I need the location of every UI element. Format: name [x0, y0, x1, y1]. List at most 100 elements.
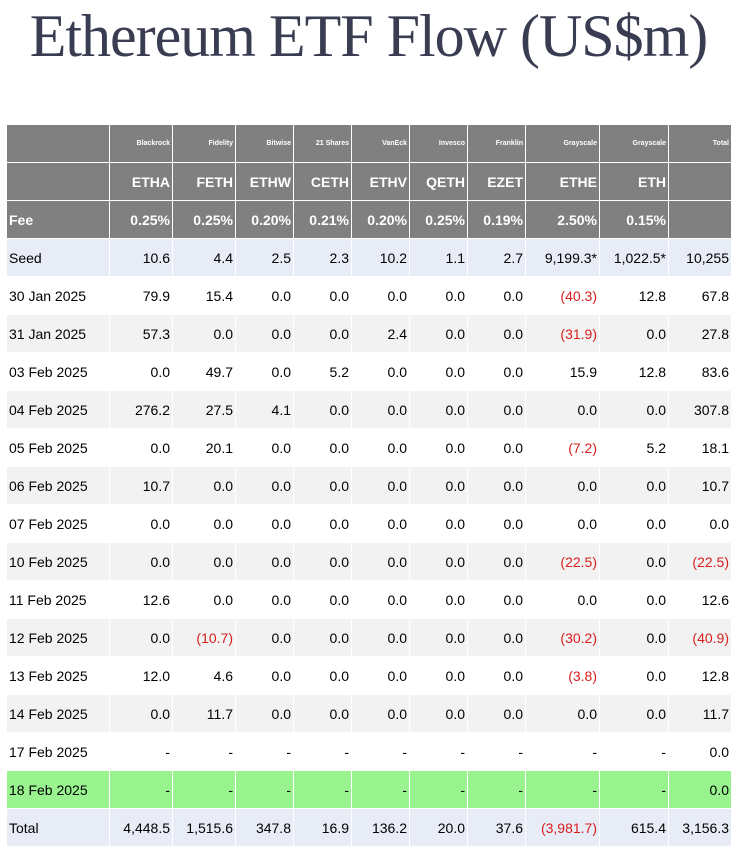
flow-cell: 0.0: [599, 618, 669, 657]
flow-cell: 1,515.6: [172, 808, 236, 847]
row-date: 11 Feb 2025: [6, 580, 110, 619]
flow-cell: 0.0: [409, 390, 468, 429]
fee-value: 0.20%: [351, 200, 410, 239]
flow-cell: 0.0: [599, 466, 669, 505]
row-total: 12.6: [668, 580, 732, 619]
flow-cell: 0.0: [293, 656, 352, 695]
flow-cell: 79.9: [109, 276, 173, 315]
flow-cell: 0.0: [409, 580, 468, 619]
table-row: 11 Feb 2025 12.6 0.0 0.0 0.0 0.0 0.0 0.0 0.0 0.0 1…: [6, 580, 732, 619]
flow-cell: 0.0: [467, 466, 526, 505]
table-body: Seed 10.6 4.4 2.5 2.3 10.2 1.1 2.7 9,199.3* 1,022…: [6, 238, 732, 847]
row-date: 12 Feb 2025: [6, 618, 110, 657]
fee-value: 0.20%: [235, 200, 294, 239]
flow-cell: 0.0: [293, 504, 352, 543]
flow-cell: 0.0: [409, 694, 468, 733]
table-row: 17 Feb 2025- - - - - - - - -0.0: [6, 732, 732, 771]
flow-cell: 0.0: [409, 618, 468, 657]
flow-cell: 37.6: [467, 808, 526, 847]
flow-cell: 0.0: [467, 542, 526, 581]
flow-cell: 15.9: [525, 352, 600, 391]
row-total: 10.7: [668, 466, 732, 505]
row-total: (40.9): [668, 618, 732, 657]
issuer-header: VanEck: [351, 124, 410, 163]
total-column-header: Total: [668, 124, 732, 163]
issuer-header: Grayscale: [599, 124, 669, 163]
flow-cell: 0.0: [172, 580, 236, 619]
flow-cell: 0.0: [467, 390, 526, 429]
ticker-header: ETHA: [109, 162, 173, 201]
issuer-header: 21 Shares: [293, 124, 352, 163]
flow-cell: 0.0: [599, 542, 669, 581]
flow-cell: 20.0: [409, 808, 468, 847]
fee-label: Fee: [6, 200, 110, 239]
flow-cell: 5.2: [293, 352, 352, 391]
flow-cell: 0.0: [351, 656, 410, 695]
flow-cell: 0.0: [293, 276, 352, 315]
flow-cell: 0.0: [351, 276, 410, 315]
flow-cell: 0.0: [351, 466, 410, 505]
row-total: 18.1: [668, 428, 732, 467]
flow-cell: 0.0: [235, 504, 294, 543]
issuer-header: Bitwise: [235, 124, 294, 163]
flow-cell: 0.0: [351, 504, 410, 543]
flow-cell: 12.6: [109, 580, 173, 619]
flow-cell: 0.0: [409, 276, 468, 315]
flow-cell: 0.0: [235, 314, 294, 353]
issuer-header: Blackrock: [109, 124, 173, 163]
fee-value: 0.21%: [293, 200, 352, 239]
table-row: 04 Feb 2025 276.2 27.5 4.1 0.0 0.0 0.0 0.0 0.0 0.…: [6, 390, 732, 429]
fee-total-blank: [668, 200, 732, 239]
row-date: 14 Feb 2025: [6, 694, 110, 733]
row-total: 83.6: [668, 352, 732, 391]
flow-cell: (3,981.7): [525, 808, 600, 847]
flow-cell: 0.0: [525, 694, 600, 733]
flow-cell: 10.6: [109, 238, 173, 277]
flow-cell: 136.2: [351, 808, 410, 847]
flow-cell: 12.8: [599, 352, 669, 391]
flow-cell: 0.0: [172, 504, 236, 543]
flow-cell: 4,448.5: [109, 808, 173, 847]
issuer-header: Franklin: [467, 124, 526, 163]
flow-cell: 0.0: [409, 466, 468, 505]
flow-cell: 0.0: [467, 656, 526, 695]
flow-cell: 0.0: [351, 542, 410, 581]
flow-cell: 0.0: [599, 694, 669, 733]
ticker-corner: [6, 162, 110, 201]
flow-cell: -: [235, 732, 294, 771]
flow-cell: -: [525, 732, 600, 771]
issuer-header: Fidelity: [172, 124, 236, 163]
row-total: 27.8: [668, 314, 732, 353]
flow-cell: 2.7: [467, 238, 526, 277]
row-date: 04 Feb 2025: [6, 390, 110, 429]
flow-cell: 0.0: [109, 504, 173, 543]
page-title: Ethereum ETF Flow (US$m): [29, 3, 709, 69]
row-total: 0.0: [668, 770, 732, 809]
fee-row: Fee 0.25% 0.25% 0.20% 0.21% 0.20% 0.25% …: [6, 200, 732, 239]
flow-cell: 0.0: [467, 618, 526, 657]
flow-cell: -: [172, 732, 236, 771]
flow-cell: 57.3: [109, 314, 173, 353]
flow-cell: 0.0: [525, 580, 600, 619]
flow-cell: 0.0: [293, 542, 352, 581]
flow-cell: 0.0: [409, 352, 468, 391]
flow-cell: 0.0: [293, 618, 352, 657]
flow-cell: 11.7: [172, 694, 236, 733]
row-total: 0.0: [668, 504, 732, 543]
row-date: 30 Jan 2025: [6, 276, 110, 315]
flow-cell: -: [109, 770, 173, 809]
flow-cell: 0.0: [235, 352, 294, 391]
table-row: 14 Feb 2025 0.0 11.7 0.0 0.0 0.0 0.0 0.0 0.0 0.0 1…: [6, 694, 732, 733]
flow-cell: (31.9): [525, 314, 600, 353]
flow-cell: 0.0: [409, 428, 468, 467]
ticker-header: EZET: [467, 162, 526, 201]
flow-cell: 0.0: [599, 656, 669, 695]
flow-cell: -: [351, 770, 410, 809]
row-total: 12.8: [668, 656, 732, 695]
flow-cell: 0.0: [109, 352, 173, 391]
ticker-header: ETH: [599, 162, 669, 201]
flow-cell: 0.0: [235, 656, 294, 695]
flow-cell: 9,199.3*: [525, 238, 600, 277]
ticker-header: ETHW: [235, 162, 294, 201]
flow-cell: 10.2: [351, 238, 410, 277]
